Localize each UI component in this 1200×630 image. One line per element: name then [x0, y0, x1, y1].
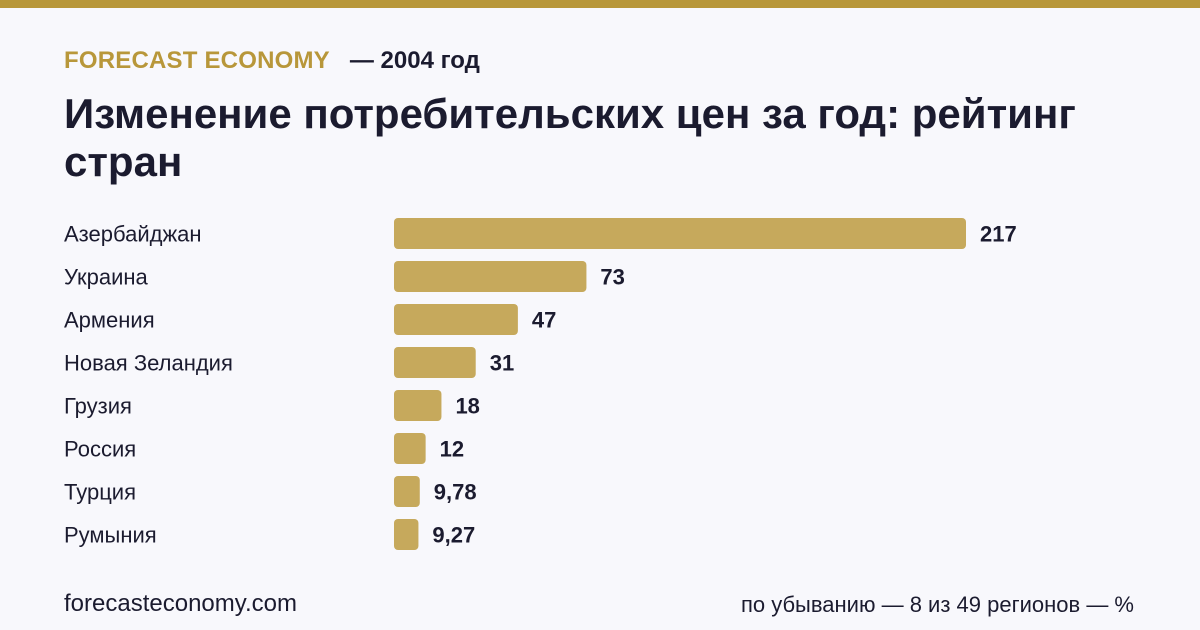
category-label: Новая Зеландия — [64, 351, 233, 376]
value-label: 73 — [600, 265, 624, 290]
bar — [394, 261, 587, 292]
category-label: Армения — [64, 308, 155, 333]
bar — [394, 304, 518, 335]
value-label: 217 — [980, 222, 1017, 247]
value-label: 18 — [455, 394, 479, 419]
bar-chart: Азербайджан 217 Украина 73 Армения 47 Новая Зе… — [64, 218, 1017, 550]
category-label: Украина — [64, 265, 149, 290]
bar — [394, 476, 420, 507]
chart-title: Изменение потребительских цен за год: ре… — [64, 90, 1076, 185]
bar — [394, 218, 966, 249]
top-accent-bar — [0, 0, 1200, 8]
category-label: Грузия — [64, 394, 132, 419]
bar — [394, 433, 426, 464]
year-label: — 2004 год — [349, 47, 480, 74]
bar — [394, 519, 419, 550]
value-label: 47 — [532, 308, 556, 333]
value-label: 31 — [490, 351, 514, 376]
value-label: 9,78 — [434, 480, 477, 505]
brand-line: FORECAST ECONOMY — 2004 год — [64, 44, 480, 78]
category-label: Россия — [64, 437, 136, 462]
category-label: Румыния — [64, 523, 157, 548]
value-label: 9,27 — [432, 523, 475, 548]
footer-site: forecasteconomy.com — [64, 590, 297, 617]
category-label: Азербайджан — [64, 222, 202, 247]
brand-name: FORECAST ECONOMY — [64, 47, 330, 74]
bar — [394, 347, 476, 378]
bar — [394, 390, 442, 421]
value-label: 12 — [440, 437, 464, 462]
footer-note: по убыванию — 8 из 49 регионов — % — [740, 592, 1134, 617]
category-label: Турция — [64, 480, 136, 505]
